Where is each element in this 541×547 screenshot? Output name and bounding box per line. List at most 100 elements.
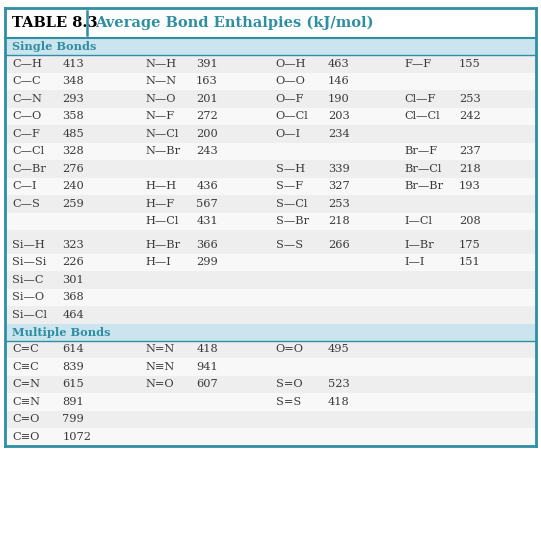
Bar [5,160,536,177]
Text: O—O: O—O [276,76,306,86]
Text: Si—H: Si—H [12,240,45,250]
Text: 237: 237 [459,146,481,156]
Text: 218: 218 [328,216,349,226]
Text: S—S: S—S [276,240,303,250]
Text: H—Cl: H—Cl [146,216,179,226]
Text: 348: 348 [62,76,84,86]
Text: 328: 328 [62,146,84,156]
Text: N=O: N=O [146,379,174,389]
Text: 146: 146 [328,76,349,86]
Text: 190: 190 [328,94,349,104]
Text: 358: 358 [62,111,84,121]
Bar [5,8,536,445]
Text: N=N: N=N [146,344,175,354]
Text: O=O: O=O [276,344,304,354]
Text: N—Br: N—Br [146,146,181,156]
Text: C≡O: C≡O [12,432,39,442]
Text: 485: 485 [62,129,84,139]
Text: C≡N: C≡N [12,397,40,407]
Text: 436: 436 [196,181,218,191]
Text: Cl—F: Cl—F [404,94,436,104]
Text: C—F: C—F [12,129,40,139]
Bar [5,177,536,195]
Text: 175: 175 [459,240,481,250]
Text: 891: 891 [62,397,84,407]
Text: 272: 272 [196,111,218,121]
Bar [5,253,536,271]
Text: Cl—Cl: Cl—Cl [404,111,440,121]
Text: 234: 234 [328,129,349,139]
Text: 163: 163 [196,76,218,86]
Text: 201: 201 [196,94,218,104]
Text: Si—Cl: Si—Cl [12,310,47,320]
Text: 607: 607 [196,379,218,389]
Text: Multiple Bonds: Multiple Bonds [12,327,110,337]
Text: C=N: C=N [12,379,40,389]
Text: 327: 327 [328,181,349,191]
Bar [5,38,536,55]
Text: O—H: O—H [276,59,306,69]
Text: F—F: F—F [404,59,431,69]
Text: C—H: C—H [12,59,42,69]
Text: C—Cl: C—Cl [12,146,44,156]
Text: S=O: S=O [276,379,302,389]
Bar [5,125,536,143]
Text: N≡N: N≡N [146,362,175,372]
Text: 464: 464 [62,310,84,320]
Bar [5,358,536,375]
Text: 567: 567 [196,199,218,209]
Text: O—F: O—F [276,94,304,104]
Bar [5,230,536,236]
Bar [5,143,536,160]
Text: 614: 614 [62,344,84,354]
Text: N—N: N—N [146,76,177,86]
Text: 1072: 1072 [62,432,91,442]
Text: 243: 243 [196,146,218,156]
Bar [5,73,536,90]
Text: C—I: C—I [12,181,36,191]
Text: Br—Cl: Br—Cl [404,164,441,174]
Text: 418: 418 [196,344,218,354]
Text: C—S: C—S [12,199,40,209]
Bar [5,340,536,358]
Text: Single Bonds: Single Bonds [12,41,96,52]
Text: 413: 413 [62,59,84,69]
Text: 301: 301 [62,275,84,285]
Text: 431: 431 [196,216,218,226]
Text: C—Br: C—Br [12,164,46,174]
Text: C—N: C—N [12,94,42,104]
Text: S—H: S—H [276,164,305,174]
Text: N—O: N—O [146,94,176,104]
Text: 293: 293 [62,94,84,104]
Bar [5,410,536,428]
Bar [5,271,536,288]
Text: 151: 151 [459,257,481,267]
Text: S—F: S—F [276,181,303,191]
Text: S=S: S=S [276,397,301,407]
Text: TABLE 8.3: TABLE 8.3 [12,16,97,30]
Text: S—Br: S—Br [276,216,309,226]
Text: 523: 523 [328,379,349,389]
Text: C=C: C=C [12,344,38,354]
Bar [5,195,536,212]
Text: 299: 299 [196,257,218,267]
Text: O—I: O—I [276,129,301,139]
Bar [5,323,536,340]
Bar [5,393,536,410]
Text: 240: 240 [62,181,84,191]
Text: 799: 799 [62,414,84,424]
Text: 193: 193 [459,181,481,191]
Text: S—Cl: S—Cl [276,199,307,209]
Text: 463: 463 [328,59,349,69]
Text: 226: 226 [62,257,84,267]
Text: 259: 259 [62,199,84,209]
Bar [5,212,536,230]
Bar [5,306,536,323]
Text: 941: 941 [196,362,218,372]
Text: H—I: H—I [146,257,171,267]
Bar [5,236,536,253]
Text: Si—C: Si—C [12,275,43,285]
Text: 253: 253 [328,199,349,209]
Text: I—Cl: I—Cl [404,216,432,226]
Text: 242: 242 [459,111,481,121]
